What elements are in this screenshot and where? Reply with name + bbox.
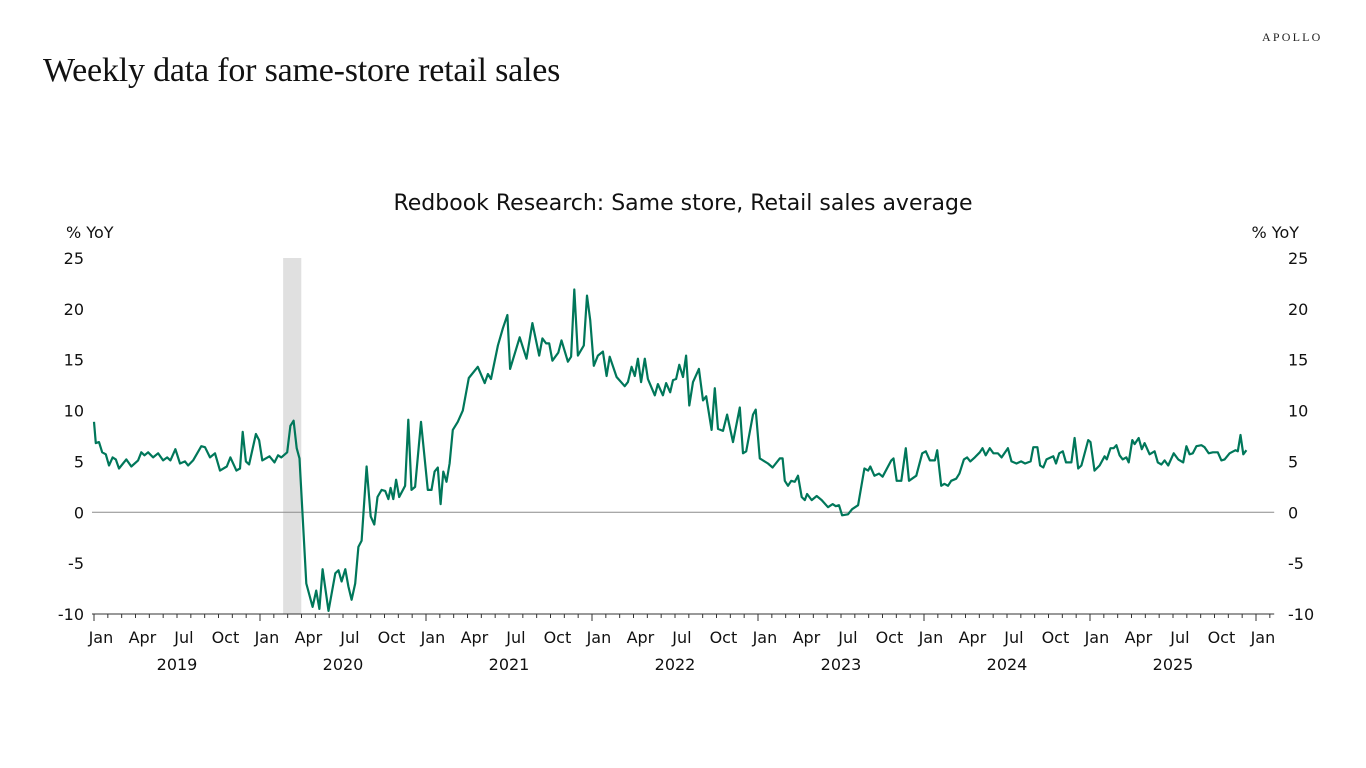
- x-month-label: Jan: [1250, 628, 1276, 647]
- y-tick-label-right: -5: [1288, 554, 1304, 573]
- x-month-label: Jul: [505, 628, 525, 647]
- x-year-label: 2020: [323, 655, 364, 674]
- x-month-label: Jan: [254, 628, 280, 647]
- x-month-label: Oct: [544, 628, 572, 647]
- y-tick-label-right: -10: [1288, 605, 1314, 624]
- x-month-label: Oct: [710, 628, 738, 647]
- recession-shading: [283, 258, 302, 614]
- x-month-label: Oct: [378, 628, 406, 647]
- x-month-label: Apr: [627, 628, 655, 647]
- page-title: Weekly data for same-store retail sales: [43, 52, 561, 89]
- x-month-label: Jul: [671, 628, 691, 647]
- x-month-label: Jan: [420, 628, 446, 647]
- y-tick-label-left: -10: [58, 605, 84, 624]
- x-month-label: Jul: [1003, 628, 1023, 647]
- x-month-label: Jul: [837, 628, 857, 647]
- chart-title: Redbook Research: Same store, Retail sal…: [393, 191, 972, 216]
- x-year-label: 2024: [987, 655, 1028, 674]
- x-year-label: 2022: [655, 655, 696, 674]
- y-tick-label-right: 0: [1288, 503, 1298, 522]
- y-tick-label-right: 25: [1288, 249, 1308, 268]
- x-month-label: Apr: [793, 628, 821, 647]
- x-month-label: Jan: [88, 628, 114, 647]
- x-year-label: 2021: [489, 655, 530, 674]
- x-month-label: Jul: [1169, 628, 1189, 647]
- x-month-label: Jul: [339, 628, 359, 647]
- x-year-label: 2019: [157, 655, 198, 674]
- y-tick-label-right: 15: [1288, 351, 1308, 370]
- y-tick-label-left: 20: [64, 300, 84, 319]
- x-month-label: Jan: [1084, 628, 1110, 647]
- x-month-label: Apr: [295, 628, 323, 647]
- x-month-label: Jan: [586, 628, 612, 647]
- y-tick-label-left: 15: [64, 351, 84, 370]
- x-month-label: Oct: [876, 628, 904, 647]
- y-tick-label-right: 10: [1288, 402, 1308, 421]
- apollo-logo: APOLLO: [1262, 30, 1323, 44]
- y-tick-label-left: 5: [74, 452, 84, 471]
- series-line: [92, 288, 1248, 612]
- x-month-label: Apr: [959, 628, 987, 647]
- y-axis-label-right: % YoY: [1252, 223, 1300, 242]
- y-tick-label-left: 10: [64, 402, 84, 421]
- x-year-label: 2025: [1153, 655, 1194, 674]
- x-year-label: 2023: [821, 655, 862, 674]
- x-month-label: Jan: [918, 628, 944, 647]
- x-month-label: Jul: [173, 628, 193, 647]
- x-month-label: Oct: [212, 628, 240, 647]
- x-month-label: Jan: [752, 628, 778, 647]
- x-month-label: Oct: [1208, 628, 1236, 647]
- x-month-label: Apr: [129, 628, 157, 647]
- y-tick-label-right: 5: [1288, 452, 1298, 471]
- y-axis-label-left: % YoY: [66, 223, 114, 242]
- y-tick-label-right: 20: [1288, 300, 1308, 319]
- x-month-label: Oct: [1042, 628, 1070, 647]
- y-tick-label-left: 0: [74, 503, 84, 522]
- x-month-label: Apr: [461, 628, 489, 647]
- y-tick-label-left: -5: [68, 554, 84, 573]
- y-tick-label-left: 25: [64, 249, 84, 268]
- x-month-label: Apr: [1125, 628, 1153, 647]
